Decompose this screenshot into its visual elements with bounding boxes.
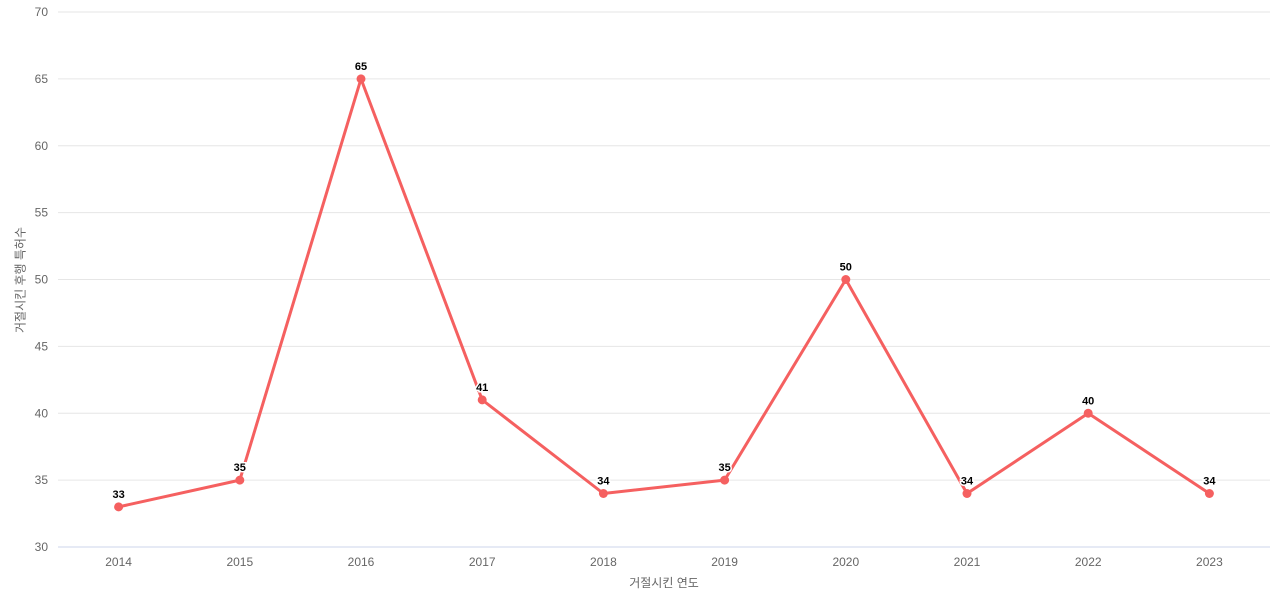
data-point-marker[interactable] — [841, 275, 851, 284]
data-point-label: 40 — [1082, 395, 1094, 407]
y-tick-label: 30 — [35, 540, 49, 554]
x-tick-label: 2023 — [1196, 555, 1223, 569]
data-point-marker[interactable] — [477, 395, 487, 405]
data-point-marker[interactable] — [356, 74, 366, 84]
data-point-label: 50 — [840, 262, 852, 274]
data-point-label: 33 — [112, 489, 124, 501]
data-point-label: 34 — [1203, 476, 1216, 488]
x-tick-label: 2022 — [1075, 555, 1102, 569]
data-point-label: 34 — [961, 476, 974, 488]
x-tick-label: 2018 — [590, 555, 617, 569]
data-point-marker[interactable] — [235, 475, 245, 485]
data-point-marker[interactable] — [1083, 408, 1093, 418]
data-point-marker[interactable] — [114, 502, 124, 512]
series-line — [117, 77, 1211, 509]
y-tick-label: 65 — [35, 72, 49, 86]
y-tick-label: 55 — [35, 206, 49, 220]
y-tick-label: 40 — [35, 406, 49, 420]
y-tick-label: 50 — [35, 273, 49, 287]
x-tick-label: 2015 — [226, 555, 253, 569]
x-tick-label: 2020 — [832, 555, 859, 569]
y-tick-label: 60 — [35, 139, 49, 153]
data-point-marker[interactable] — [1204, 489, 1214, 498]
data-point-label: 35 — [234, 462, 246, 474]
x-tick-label: 2021 — [954, 555, 981, 569]
data-point-marker[interactable] — [720, 475, 730, 485]
x-tick-label: 2016 — [348, 555, 375, 569]
data-point-marker[interactable] — [598, 489, 608, 498]
x-tick-label: 2017 — [469, 555, 496, 569]
y-tick-label: 35 — [35, 473, 49, 487]
y-tick-label: 70 — [35, 5, 49, 19]
data-point-label: 35 — [718, 462, 730, 474]
y-tick-label: 45 — [35, 339, 49, 353]
data-point-label: 41 — [476, 382, 488, 394]
data-point-label: 65 — [355, 61, 367, 73]
x-axis-title: 거절시킨 연도 — [629, 576, 699, 590]
x-tick-label: 2019 — [711, 555, 738, 569]
data-point-marker[interactable] — [962, 489, 972, 498]
y-axis-title: 거절시킨 후행 특허수 — [13, 226, 28, 334]
data-point-label: 34 — [597, 476, 610, 488]
x-tick-label: 2014 — [105, 555, 132, 569]
